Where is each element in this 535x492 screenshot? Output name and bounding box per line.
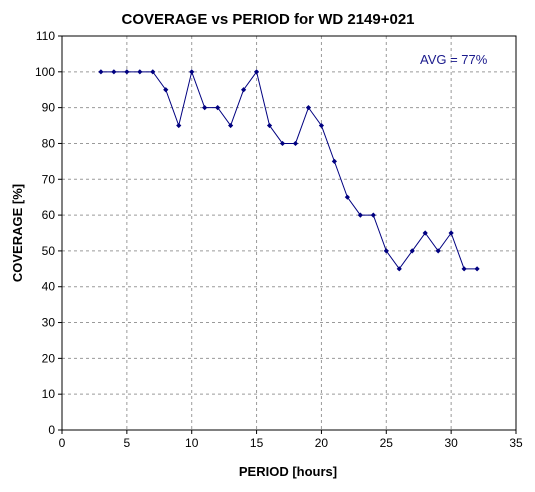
data-point: [461, 266, 467, 272]
y-tick-label: 10: [42, 387, 56, 401]
y-tick-label: 90: [42, 101, 56, 115]
y-tick-label: 80: [42, 136, 56, 150]
data-point: [241, 87, 247, 93]
data-point: [422, 230, 428, 236]
y-tick-label: 0: [48, 423, 55, 437]
data-point: [150, 69, 156, 75]
data-point: [228, 122, 234, 129]
data-point: [383, 248, 389, 254]
y-tick-label: 60: [42, 208, 56, 222]
x-tick-label: 20: [315, 436, 329, 450]
data-point: [344, 194, 350, 200]
x-tick-label: 15: [250, 436, 264, 450]
grid: [62, 36, 516, 430]
data-point: [370, 212, 376, 218]
chart-title: COVERAGE vs PERIOD for WD 2149+021: [121, 11, 414, 28]
data-point: [279, 140, 286, 147]
data-point: [111, 69, 117, 75]
data-point: [409, 248, 415, 254]
y-tick-label: 100: [35, 65, 55, 79]
y-axis-label: COVERAGE [%]: [10, 184, 25, 282]
x-tick-label: 25: [380, 436, 394, 450]
data-series: [98, 69, 480, 272]
data-point: [189, 69, 195, 75]
data-point: [474, 266, 480, 272]
y-tick-label: 110: [36, 29, 55, 43]
data-point: [318, 122, 325, 129]
x-tick-label: 10: [185, 436, 199, 450]
x-tick-label: 5: [124, 436, 131, 450]
data-point: [266, 122, 273, 129]
data-point: [202, 105, 208, 111]
average-annotation: AVG = 77%: [420, 52, 488, 67]
plot-frame: [61, 35, 517, 431]
data-point: [137, 69, 143, 75]
y-tick-label: 30: [42, 316, 56, 330]
data-point: [435, 248, 441, 254]
data-point: [331, 158, 337, 164]
data-point: [176, 122, 182, 129]
y-tick-label: 50: [42, 244, 56, 258]
data-point: [215, 105, 221, 111]
x-axis-label: PERIOD [hours]: [239, 464, 337, 479]
data-point: [124, 69, 130, 75]
data-point: [98, 69, 104, 75]
data-point: [448, 230, 454, 236]
data-point: [163, 87, 169, 93]
series-line: [100, 70, 478, 270]
x-tick-label: 0: [59, 436, 66, 450]
data-point: [253, 69, 260, 75]
y-tick-label: 20: [42, 351, 56, 365]
y-tick-label: 40: [42, 280, 56, 294]
x-tick-label: 35: [509, 436, 523, 450]
data-point: [292, 140, 299, 147]
y-tick-label: 70: [42, 172, 56, 186]
axis-ticks: 0 10 20 30 40 50 60 70 80 90 100 110 0 5 10 15 20 25 30 35: [35, 29, 523, 450]
data-point: [305, 105, 312, 111]
data-point: [396, 266, 402, 272]
data-point: [357, 212, 363, 218]
x-tick-label: 30: [444, 436, 458, 450]
